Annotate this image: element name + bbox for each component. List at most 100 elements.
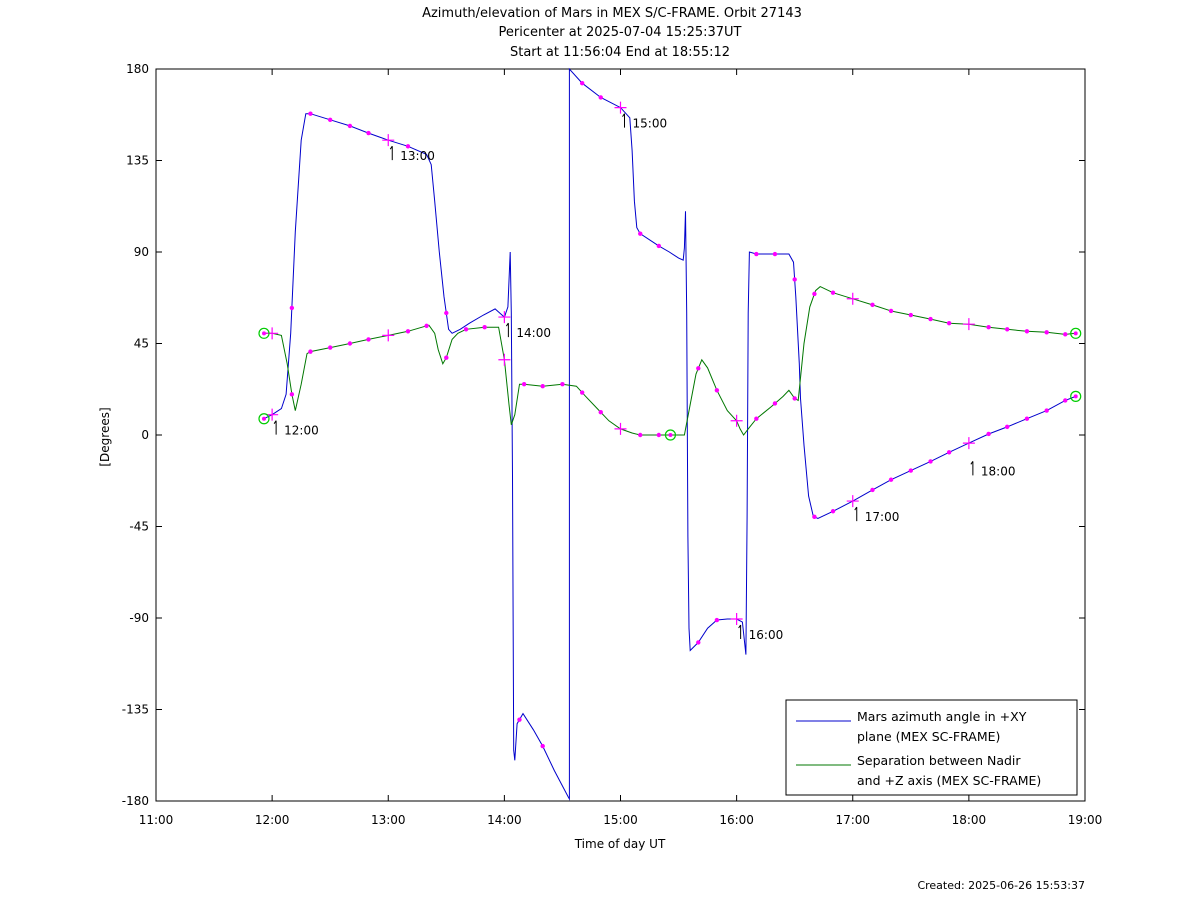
title-line-3: Start at 11:56:04 End at 18:55:12 <box>510 45 730 60</box>
series-dot-marker <box>1063 332 1068 337</box>
y-tick-label: 45 <box>134 337 149 351</box>
series-dot-marker <box>792 277 797 282</box>
series-dot-marker <box>424 323 429 329</box>
series-dot-marker <box>540 384 545 389</box>
time-annotation-pointer <box>970 461 974 476</box>
legend-label-separation-line-1: Separation between Nadir <box>857 753 1021 768</box>
created-timestamp: Created: 2025-06-26 15:53:37 <box>917 879 1085 892</box>
series-endpoint-dot <box>261 331 266 336</box>
x-tick-label: 18:00 <box>952 813 987 827</box>
series-hour-marker <box>266 408 279 421</box>
series-dot-marker <box>754 251 759 257</box>
time-annotation-pointer <box>505 322 509 338</box>
series-hour-marker <box>730 414 743 427</box>
series-dot-marker <box>696 366 701 371</box>
series-dot-marker <box>482 325 487 330</box>
time-annotation-pointer <box>273 420 277 435</box>
series-markers <box>258 81 1082 749</box>
series-hour-marker <box>266 327 279 340</box>
time-annotation-label: 13:00 <box>400 149 435 163</box>
y-tick-label: -45 <box>129 520 149 534</box>
series-dot-marker <box>289 392 295 397</box>
series-dot-marker <box>327 117 333 123</box>
series-dot-marker <box>714 617 720 623</box>
series-endpoint-circle <box>1070 390 1082 402</box>
series-dot-marker <box>830 290 836 295</box>
series-dot-marker <box>772 251 778 257</box>
series-azimuth-line <box>263 67 1076 801</box>
series-dot-marker <box>560 381 565 387</box>
y-tick-label: 180 <box>126 62 149 76</box>
series-hour-marker <box>382 134 395 147</box>
series-endpoint-circle <box>258 413 270 425</box>
time-annotation-pointer <box>389 145 393 161</box>
series-dot-marker <box>812 514 817 520</box>
x-tick-label: 15:00 <box>603 813 638 827</box>
series-dot-marker <box>463 327 469 332</box>
series-dot-marker <box>908 312 914 318</box>
series-dot-marker <box>540 743 545 749</box>
series-dot-marker <box>405 144 411 149</box>
legend: Mars azimuth angle in +XY plane (MEX SC-… <box>785 699 1078 796</box>
series-dot-marker <box>928 316 933 322</box>
axis-tick-labels: 11:00 12:00 13:00 14:00 15:00 16:00 17:00 18:00… <box>122 62 1103 827</box>
series-dot-marker <box>366 337 371 342</box>
series-dot-marker <box>772 401 778 406</box>
series-endpoint-circle <box>258 327 270 339</box>
time-annotation-pointer <box>622 113 625 128</box>
series-dot-marker <box>444 355 449 360</box>
series-dot-marker <box>327 345 333 350</box>
time-annotation-label: 17:00 <box>865 510 900 524</box>
x-tick-label: 12:00 <box>255 813 290 827</box>
y-tick-label: -180 <box>122 794 149 808</box>
x-axis-label: Time of day UT <box>574 837 666 851</box>
time-annotation-label: 15:00 <box>633 117 668 131</box>
series-dot-marker <box>946 450 952 455</box>
series-dot-marker <box>517 717 522 722</box>
series-dot-marker <box>656 432 662 438</box>
series-dot-marker <box>598 410 603 415</box>
series-dot-marker <box>638 432 643 438</box>
series-dot-marker <box>656 243 662 249</box>
series-dot-marker <box>579 390 585 395</box>
y-tick-label: 135 <box>126 154 149 168</box>
series-dot-marker <box>986 431 991 437</box>
series-dot-marker <box>521 381 527 387</box>
x-tick-label: 17:00 <box>835 813 870 827</box>
series-hour-marker <box>614 101 627 114</box>
time-annotation-pointer <box>738 624 742 640</box>
series-endpoint-dot <box>1073 394 1078 399</box>
series-dot-marker <box>928 459 933 464</box>
time-annotation-label: 14:00 <box>516 326 551 340</box>
series-dot-marker <box>347 341 353 346</box>
series-dot-marker <box>366 130 371 136</box>
series-dot-marker <box>1044 330 1049 335</box>
x-tick-label: 16:00 <box>719 813 754 827</box>
series-dot-marker <box>696 640 701 645</box>
y-tick-label: 90 <box>134 245 149 259</box>
series-separation-line <box>264 286 1076 436</box>
series-dot-marker <box>289 305 295 311</box>
series-hour-marker <box>846 495 859 508</box>
series-endpoint-dot <box>261 416 266 421</box>
series-dot-marker <box>754 416 759 421</box>
legend-label-azimuth-line-1: Mars azimuth angle in +XY <box>857 709 1027 724</box>
y-tick-label: -135 <box>122 703 149 717</box>
series-hour-marker <box>730 613 743 626</box>
series-endpoint-dot <box>668 433 673 437</box>
chart-title: Azimuth/elevation of Mars in MEX S/C-FRA… <box>422 6 802 60</box>
x-tick-label: 19:00 <box>1068 813 1103 827</box>
legend-box <box>785 699 1078 796</box>
series-dot-marker <box>908 468 914 473</box>
y-tick-label: 0 <box>141 428 149 442</box>
series-hour-marker <box>962 437 975 450</box>
series-dot-marker <box>347 123 353 129</box>
x-tick-label: 13:00 <box>371 813 406 827</box>
series-hour-marker <box>614 422 627 435</box>
series-dot-marker <box>1004 327 1010 332</box>
time-annotation-pointer <box>854 506 858 522</box>
y-axis-label: [Degrees] <box>98 407 112 466</box>
legend-label-separation-line-2: and +Z axis (MEX SC-FRAME) <box>857 773 1041 788</box>
series-hour-marker <box>382 329 395 342</box>
series-dot-marker <box>308 349 313 354</box>
